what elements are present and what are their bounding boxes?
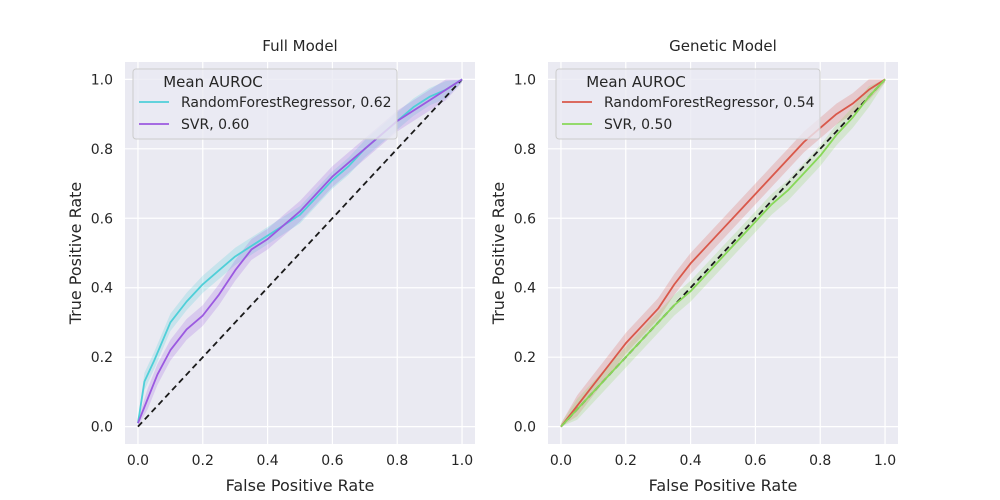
chance-diagonal bbox=[560, 78, 886, 428]
x-tick-label: 1.0 bbox=[874, 453, 896, 469]
y-tick-label: 0.2 bbox=[91, 350, 113, 366]
chart-title: Genetic Model bbox=[669, 37, 777, 55]
legend-entry: RandomForestRegressor, 0.62 bbox=[181, 95, 392, 111]
y-tick-label: 0.4 bbox=[91, 281, 113, 297]
series-line bbox=[137, 78, 463, 424]
legend: Mean AUROC RandomForestRegressor, 0.54 S… bbox=[555, 68, 821, 140]
y-tick-label: 0.4 bbox=[514, 281, 536, 297]
chart-title: Full Model bbox=[262, 37, 337, 55]
legend-entry: RandomForestRegressor, 0.54 bbox=[604, 95, 815, 111]
series-lines bbox=[560, 78, 886, 428]
y-tick-label: 0.8 bbox=[91, 142, 113, 158]
y-axis-label: True Positive Rate bbox=[66, 182, 85, 326]
legend-entry: SVR, 0.50 bbox=[604, 117, 672, 133]
series-line bbox=[560, 78, 886, 428]
x-tick-label: 0.8 bbox=[809, 453, 831, 469]
chance-diagonal-group bbox=[137, 78, 463, 428]
y-tick-labels: 0.0 0.2 0.4 0.6 0.8 1.0 bbox=[514, 72, 536, 435]
x-tick-labels: 0.0 0.2 0.4 0.6 0.8 1.0 bbox=[550, 453, 896, 469]
x-tick-label: 0.8 bbox=[386, 453, 408, 469]
legend-box bbox=[555, 68, 821, 140]
x-tick-label: 0.6 bbox=[744, 453, 766, 469]
x-tick-label: 0.6 bbox=[321, 453, 343, 469]
x-tick-label: 0.0 bbox=[550, 453, 572, 469]
y-tick-label: 0.2 bbox=[514, 350, 536, 366]
x-tick-label: 1.0 bbox=[451, 453, 473, 469]
y-axis-label: True Positive Rate bbox=[489, 182, 508, 326]
legend-box bbox=[132, 68, 398, 140]
x-tick-label: 0.4 bbox=[679, 453, 701, 469]
y-tick-label: 0.8 bbox=[514, 142, 536, 158]
y-tick-label: 0.6 bbox=[514, 211, 536, 227]
x-tick-label: 0.4 bbox=[256, 453, 278, 469]
x-axis-label: False Positive Rate bbox=[649, 476, 798, 495]
y-tick-label: 0.0 bbox=[514, 420, 536, 436]
y-tick-label: 1.0 bbox=[91, 72, 113, 88]
chance-diagonal-group bbox=[560, 78, 886, 428]
legend-title: Mean AUROC bbox=[586, 73, 686, 91]
series-line bbox=[137, 78, 463, 424]
x-axis-label: False Positive Rate bbox=[226, 476, 375, 495]
x-tick-label: 0.2 bbox=[615, 453, 637, 469]
x-tick-label: 0.2 bbox=[192, 453, 214, 469]
series-lines bbox=[137, 78, 463, 424]
y-tick-label: 0.6 bbox=[91, 211, 113, 227]
chance-diagonal bbox=[137, 78, 463, 428]
x-tick-labels: 0.0 0.2 0.4 0.6 0.8 1.0 bbox=[127, 453, 473, 469]
series-line bbox=[560, 78, 886, 428]
x-tick-label: 0.0 bbox=[127, 453, 149, 469]
legend-title: Mean AUROC bbox=[163, 73, 263, 91]
y-tick-labels: 0.0 0.2 0.4 0.6 0.8 1.0 bbox=[91, 72, 113, 435]
chart-panel-genetic-model: 0.0 0.2 0.4 0.6 0.8 1.0 0.0 0.2 0.4 0.6 0.8 1.0 Ge… bbox=[489, 37, 898, 495]
legend: Mean AUROC RandomForestRegressor, 0.62 S… bbox=[132, 68, 398, 140]
chart-panel-full-model: 0.0 0.2 0.4 0.6 0.8 1.0 0.0 0.2 0.4 0.6 0.8 1.0 Fu… bbox=[66, 37, 475, 495]
y-tick-label: 1.0 bbox=[514, 72, 536, 88]
legend-entry: SVR, 0.60 bbox=[181, 117, 249, 133]
y-tick-label: 0.0 bbox=[91, 420, 113, 436]
